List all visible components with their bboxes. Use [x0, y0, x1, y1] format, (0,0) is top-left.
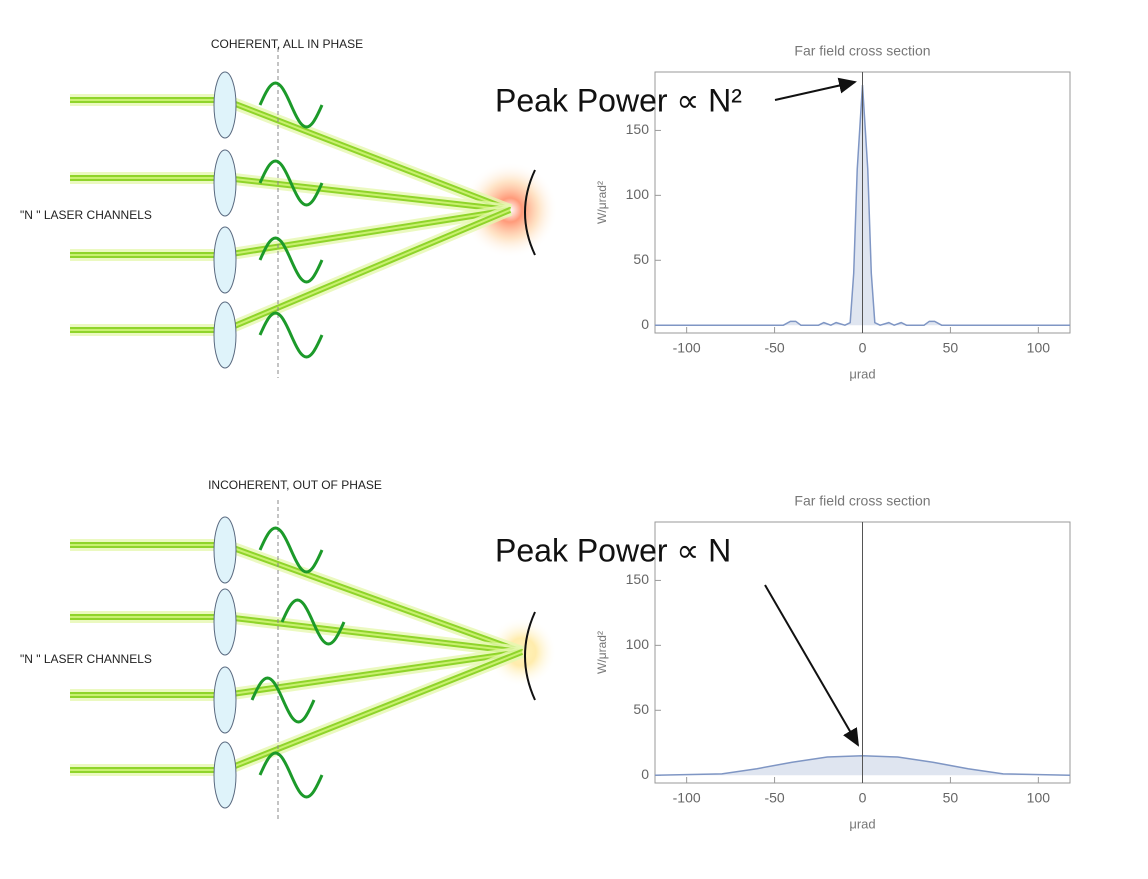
laser-beam: [70, 209, 511, 331]
phase-wave: [258, 751, 324, 799]
x-tick-label: -50: [764, 790, 784, 806]
y-axis-label: W/μrad²: [595, 631, 609, 674]
y-tick-label: 150: [626, 121, 650, 137]
y-axis-label: W/μrad²: [595, 181, 609, 224]
laser-beam: [70, 97, 512, 213]
phase-wave: [250, 676, 316, 724]
lens: [213, 666, 237, 734]
laser-beam: [70, 204, 513, 336]
chart-title: Far field cross section: [794, 493, 930, 509]
laser-beam: [70, 649, 524, 773]
target-arc: [524, 169, 536, 256]
x-tick-label: 50: [943, 340, 959, 356]
x-tick-label: 100: [1027, 790, 1051, 806]
panel-title: INCOHERENT, OUT OF PHASE: [208, 478, 382, 492]
lens: [213, 516, 237, 584]
chart-title: Far field cross section: [794, 43, 930, 59]
lens: [213, 588, 237, 656]
channels-label: "N " LASER CHANNELS: [20, 652, 152, 666]
y-tick-label: 0: [641, 766, 649, 782]
laser-beam: [70, 651, 523, 771]
y-tick-label: 100: [626, 186, 650, 202]
phase-wave: [258, 526, 324, 574]
y-tick-label: 150: [626, 571, 650, 587]
x-tick-label: 100: [1027, 340, 1051, 356]
channels-label: "N " LASER CHANNELS: [20, 208, 152, 222]
x-tick-label: 0: [859, 790, 867, 806]
lens: [213, 71, 237, 139]
lens: [213, 226, 237, 294]
x-axis-label: μrad: [849, 366, 875, 381]
lens: [213, 149, 237, 217]
x-tick-label: 0: [859, 340, 867, 356]
x-axis-label: μrad: [849, 816, 875, 831]
phase-wave: [258, 159, 324, 207]
phase-wave: [258, 81, 324, 129]
x-tick-label: -100: [673, 790, 701, 806]
laser-beam: [70, 646, 525, 776]
y-tick-label: 50: [633, 251, 649, 267]
panel-title: COHERENT, ALL IN PHASE: [211, 37, 363, 51]
lens: [213, 301, 237, 369]
phase-wave: [258, 236, 324, 284]
lens: [213, 741, 237, 809]
laser-beam: [70, 99, 511, 211]
target-arc: [524, 611, 536, 701]
laser-beam: [70, 207, 512, 333]
x-tick-label: -50: [764, 340, 784, 356]
y-tick-label: 50: [633, 701, 649, 717]
y-tick-label: 100: [626, 636, 650, 652]
annotation: Peak Power ∝ N: [495, 532, 731, 568]
laser-beam: [70, 94, 513, 216]
y-tick-label: 0: [641, 316, 649, 332]
x-tick-label: -100: [673, 340, 701, 356]
phase-wave: [280, 598, 346, 646]
annotation: Peak Power ∝ N²: [495, 82, 742, 118]
annotation-arrow: [764, 584, 860, 747]
x-tick-label: 50: [943, 790, 959, 806]
phase-wave: [258, 311, 324, 359]
annotation-arrow: [774, 77, 857, 101]
